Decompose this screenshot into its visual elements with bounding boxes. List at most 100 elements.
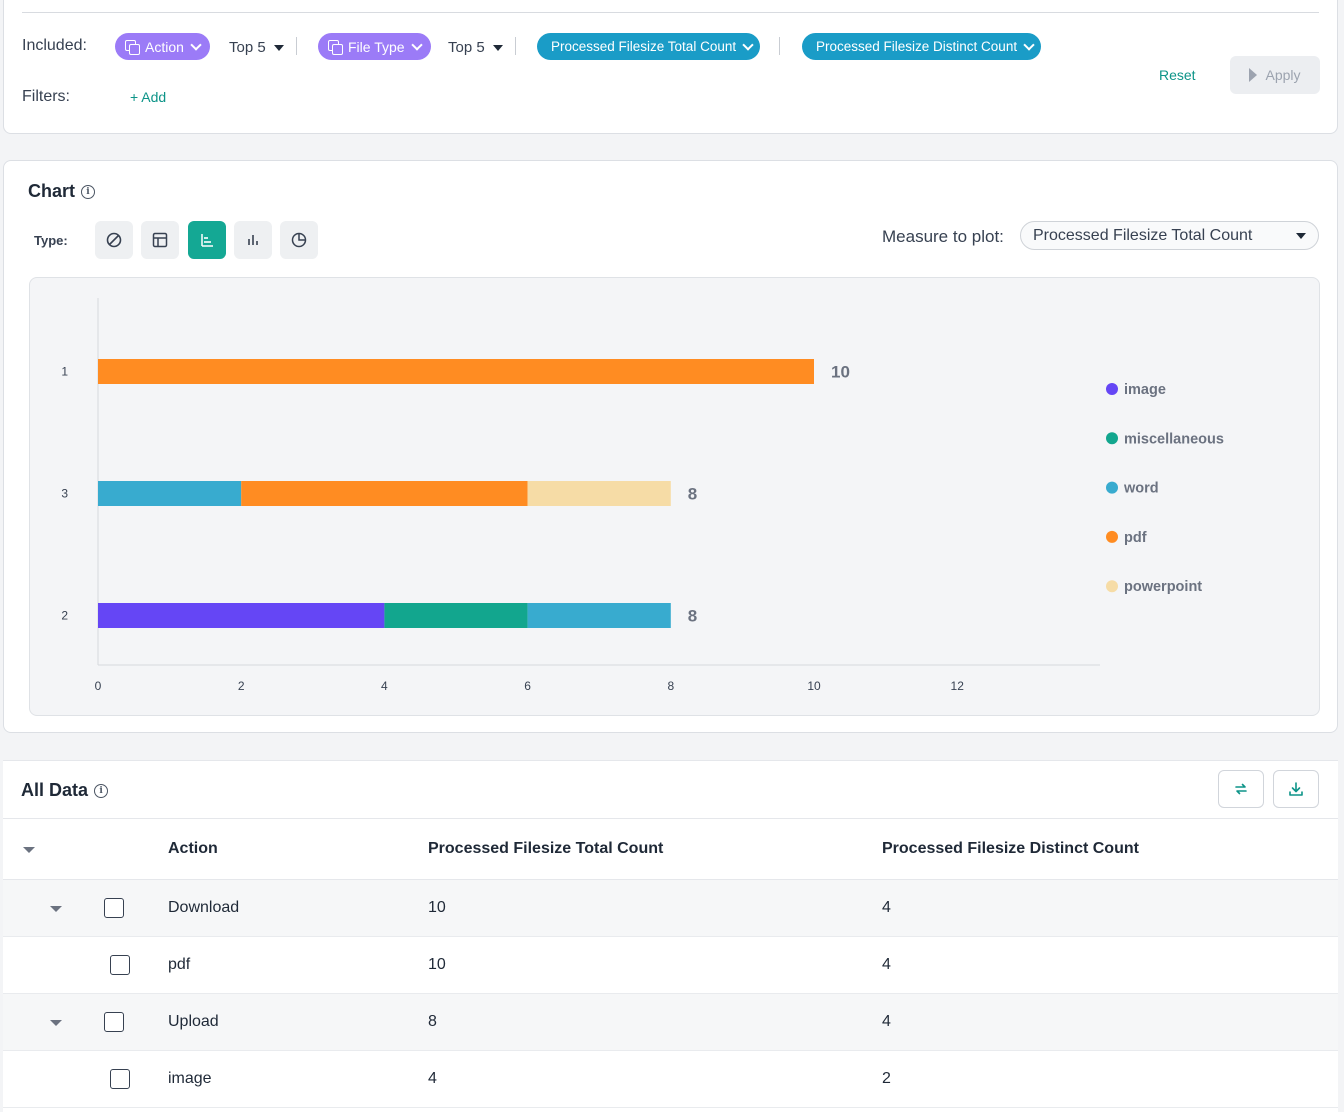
chevron-down-icon: [190, 38, 202, 51]
row-distinct: 4: [882, 993, 1338, 1051]
row-distinct: 4: [882, 879, 1338, 937]
chart-type-pie-button[interactable]: [280, 221, 318, 259]
legend-label-word: word: [1123, 481, 1159, 497]
filters-label: Filters:: [22, 88, 70, 105]
table-icon: [152, 232, 168, 248]
horizontal-bar-icon: [201, 234, 213, 247]
vertical-bar-icon: [248, 235, 258, 245]
measure-to-plot-label: Measure to plot:: [882, 227, 1004, 246]
y-tick-label: 1: [61, 365, 68, 379]
add-filter-button[interactable]: + Add: [130, 89, 166, 105]
measure-pill-distinct-count[interactable]: Processed Filesize Distinct Count: [802, 33, 1042, 60]
x-tick-label: 12: [951, 679, 965, 693]
caret-down-icon: [1296, 232, 1306, 239]
bar-segment-image: [98, 603, 385, 628]
action-dimension-pill[interactable]: Action: [115, 33, 210, 60]
row-checkbox[interactable]: [110, 1069, 130, 1089]
file-type-dimension-pill[interactable]: File Type: [318, 33, 431, 60]
refresh-button[interactable]: [1218, 770, 1264, 808]
table-row: image 4 2: [3, 1050, 1338, 1108]
add-label: Add: [141, 89, 167, 105]
apply-button[interactable]: Apply: [1230, 56, 1320, 94]
row-distinct: 4: [882, 936, 1338, 994]
table-row: Download 10 4: [3, 879, 1338, 937]
x-tick-label: 0: [95, 679, 102, 693]
plus-icon: +: [130, 89, 142, 105]
table-row: pdf 10 4: [3, 936, 1338, 994]
chart-type-vertical-bar-button[interactable]: [234, 221, 272, 259]
legend-swatch-word: [1106, 481, 1118, 494]
row-action: Download: [168, 879, 428, 937]
chart-area: 0 2 4 6 8 10 12 1 10 3 8 2 8 image miscellaneous word pd…: [29, 277, 1320, 716]
included-label: Included:: [22, 37, 87, 54]
chart-type-none-button[interactable]: [95, 221, 133, 259]
bar-segment-powerpoint: [527, 481, 671, 506]
x-tick-label: 2: [238, 679, 245, 693]
info-icon[interactable]: i: [94, 783, 109, 798]
data-panel: All Data i Action Processed Filesize Tot…: [3, 760, 1338, 1112]
measure-pill-total-count[interactable]: Processed Filesize Total Count: [537, 33, 761, 60]
column-header-action[interactable]: Action: [168, 818, 428, 880]
chevron-down-icon: [1023, 38, 1035, 51]
y-tick-label: 3: [61, 487, 68, 501]
chart-title: Chart i: [28, 181, 96, 202]
measure-label: Processed Filesize Distinct Count: [816, 39, 1018, 54]
bar-chart: 0 2 4 6 8 10 12 1 10 3 8 2 8 image miscellaneous word pd…: [61, 298, 1224, 693]
measure-label: Processed Filesize Total Count: [551, 39, 737, 54]
download-icon: [1289, 782, 1303, 796]
row-cell: [50, 879, 168, 937]
data-title-text: All Data: [21, 780, 89, 800]
y-tick-label: 2: [61, 609, 68, 623]
bar-segment-pdf: [241, 481, 528, 506]
reset-button[interactable]: Reset: [1159, 67, 1196, 83]
column-header-distinct-count[interactable]: Processed Filesize Distinct Count: [882, 818, 1338, 880]
legend-swatch-pdf: [1106, 530, 1118, 543]
row-total: 4: [428, 1050, 882, 1108]
table-row: Upload 8 4: [3, 993, 1338, 1051]
apply-label: Apply: [1265, 67, 1301, 83]
legend-swatch-miscellaneous: [1106, 432, 1118, 445]
bar-total-label: 10: [831, 363, 850, 382]
caret-down-icon: [23, 847, 35, 853]
separator: [296, 37, 297, 55]
data-table: Action Processed Filesize Total Count Pr…: [3, 818, 1338, 1108]
caret-down-icon: [273, 44, 284, 51]
copy-icon: [125, 39, 140, 55]
row-checkbox[interactable]: [104, 898, 124, 918]
bar-total-label: 8: [688, 485, 697, 504]
measure-select[interactable]: Processed Filesize Total Count: [1020, 221, 1319, 250]
row-cell: [3, 879, 53, 937]
chart-type-horizontal-bar-button[interactable]: [188, 221, 226, 259]
collapse-row-toggle[interactable]: [50, 906, 62, 913]
separator: [515, 37, 516, 55]
chevron-down-icon: [410, 38, 423, 51]
divider: [22, 12, 1319, 13]
row-checkbox[interactable]: [110, 955, 130, 975]
legend-label-powerpoint: powerpoint: [1124, 579, 1202, 595]
row-action: Upload: [168, 993, 428, 1051]
no-chart-icon: [106, 232, 122, 248]
measure-select-value: Processed Filesize Total Count: [1033, 226, 1253, 244]
legend-label-pdf: pdf: [1124, 530, 1147, 546]
x-tick-label: 10: [807, 679, 821, 693]
chart-panel: Chart i Type: Measure to plot: Processed…: [3, 160, 1338, 733]
bar-segment-word: [527, 603, 671, 628]
bar-total-label: 8: [688, 607, 697, 626]
download-button[interactable]: [1273, 770, 1319, 808]
column-header-total-count[interactable]: Processed Filesize Total Count: [428, 818, 882, 880]
row-cell: [3, 936, 53, 994]
file-type-top-n-dropdown[interactable]: Top 5: [448, 39, 503, 56]
row-cell: [53, 1050, 168, 1108]
caret-down-icon: [492, 44, 503, 51]
data-title: All Data i: [21, 780, 109, 801]
info-icon[interactable]: i: [81, 184, 96, 199]
filter-panel: Included: Action Top 5 File Type Top 5 P…: [3, 0, 1338, 134]
row-checkbox[interactable]: [104, 1012, 124, 1032]
top-n-label: Top 5: [448, 39, 485, 56]
expand-all-toggle[interactable]: [3, 818, 53, 880]
collapse-row-toggle[interactable]: [50, 1020, 62, 1027]
copy-icon: [328, 39, 343, 55]
bar-segment-miscellaneous: [384, 603, 528, 628]
chart-type-table-button[interactable]: [141, 221, 179, 259]
action-top-n-dropdown[interactable]: Top 5: [229, 39, 284, 56]
